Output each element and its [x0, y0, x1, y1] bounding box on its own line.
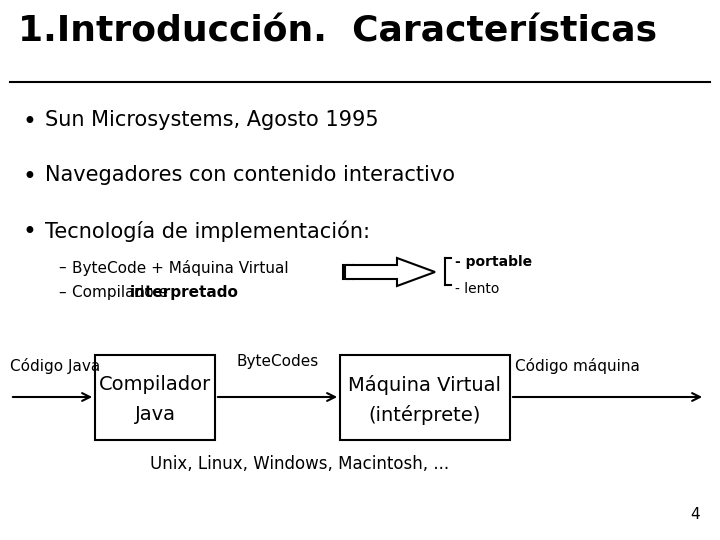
Text: ByteCode + Máquina Virtual: ByteCode + Máquina Virtual — [72, 260, 289, 276]
Text: Código máquina: Código máquina — [515, 358, 640, 374]
Text: - lento: - lento — [455, 282, 500, 296]
Text: Navegadores con contenido interactivo: Navegadores con contenido interactivo — [45, 165, 455, 185]
FancyBboxPatch shape — [340, 355, 510, 440]
FancyBboxPatch shape — [95, 355, 215, 440]
Text: ByteCodes: ByteCodes — [236, 354, 319, 369]
Text: •: • — [22, 220, 36, 244]
Text: Java: Java — [135, 406, 176, 424]
Text: Compilado e: Compilado e — [72, 285, 173, 300]
Text: 4: 4 — [690, 507, 700, 522]
Text: •: • — [22, 165, 36, 189]
Text: •: • — [22, 110, 36, 134]
Text: - portable: - portable — [455, 255, 532, 269]
Text: interpretado: interpretado — [130, 285, 239, 300]
Text: Unix, Linux, Windows, Macintosh, ...: Unix, Linux, Windows, Macintosh, ... — [150, 455, 449, 473]
Text: –: – — [58, 260, 66, 275]
Text: Sun Microsystems, Agosto 1995: Sun Microsystems, Agosto 1995 — [45, 110, 379, 130]
Text: Código Java: Código Java — [10, 358, 100, 374]
Text: –: – — [58, 285, 66, 300]
Polygon shape — [345, 258, 435, 286]
Text: Compilador: Compilador — [99, 375, 211, 395]
Text: (intérprete): (intérprete) — [369, 405, 481, 425]
Text: Tecnología de implementación:: Tecnología de implementación: — [45, 220, 370, 241]
Text: Máquina Virtual: Máquina Virtual — [348, 375, 502, 395]
Text: 1.Introducción.  Características: 1.Introducción. Características — [18, 15, 657, 49]
